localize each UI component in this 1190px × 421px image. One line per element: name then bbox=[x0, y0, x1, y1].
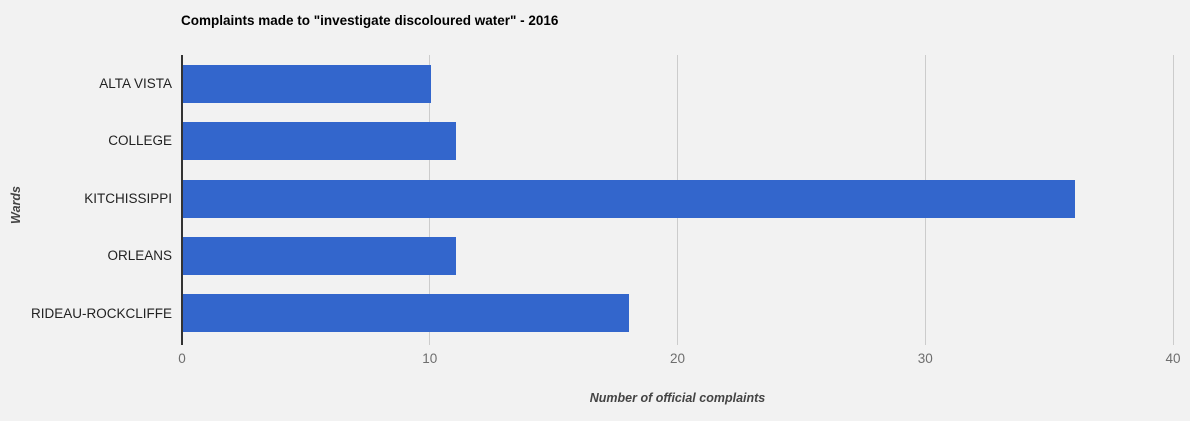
bar-rideau-rockcliffe[interactable] bbox=[183, 294, 629, 333]
category-label-college: COLLEGE bbox=[108, 133, 172, 149]
bar-college[interactable] bbox=[183, 122, 456, 161]
plot-area bbox=[181, 55, 1174, 345]
x-tick-label-10: 10 bbox=[422, 351, 438, 366]
x-tick-label-20: 20 bbox=[669, 351, 686, 366]
x-tick-label-40: 40 bbox=[1165, 351, 1181, 366]
axis-baseline bbox=[181, 55, 183, 345]
x-axis-title: Number of official complaints bbox=[589, 391, 766, 405]
category-label-kitchissippi: KITCHISSIPPI bbox=[84, 190, 172, 206]
bar-alta-vista[interactable] bbox=[183, 64, 431, 103]
category-label-alta-vista: ALTA VISTA bbox=[99, 76, 172, 91]
bar-kitchissippi[interactable] bbox=[183, 179, 1075, 218]
gridline-40 bbox=[1172, 55, 1174, 345]
x-tick-label-30: 30 bbox=[917, 351, 933, 366]
category-label-orleans: ORLEANS bbox=[107, 248, 172, 264]
chart-title: Complaints made to "investigate discolou… bbox=[181, 13, 559, 28]
x-tick-label-0: 0 bbox=[178, 351, 186, 366]
category-label-rideau-rockcliffe: RIDEAU-ROCKCLIFFE bbox=[30, 305, 172, 321]
bar-orleans[interactable] bbox=[183, 236, 456, 275]
